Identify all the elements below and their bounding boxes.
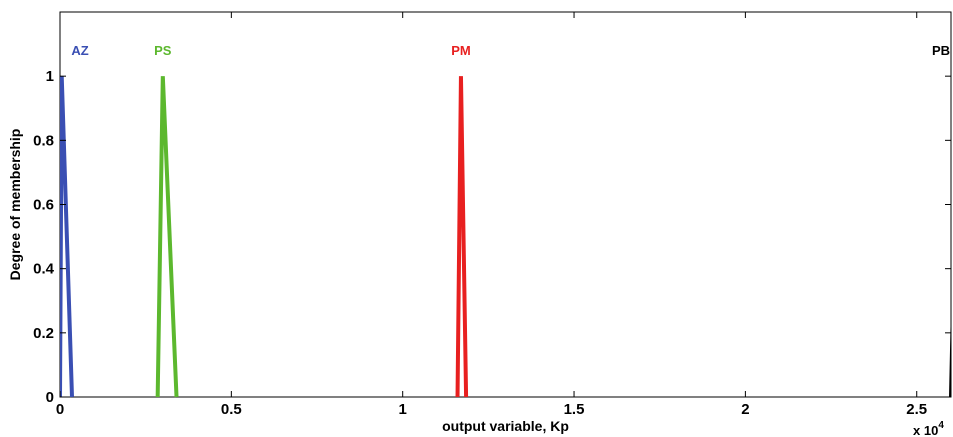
x-tick-label: 0 [56,401,64,418]
y-tick-label: 1 [46,68,54,85]
y-tick-label: 0 [46,389,54,406]
series-line-ps [155,76,179,398]
x-tick-label: 2 [741,401,749,418]
plot-area [59,11,952,398]
mf-label-pm: PM [451,43,471,58]
series-line-pm [455,76,469,398]
mf-label-az: AZ [71,43,88,58]
y-tick-label: 0.2 [33,325,54,342]
x-tick-label: 2.5 [906,401,927,418]
mf-label-ps: PS [154,43,172,58]
x-tick-label: 0.5 [221,401,242,418]
x-tick-label: 1 [399,401,407,418]
y-tick-label: 0.4 [33,261,55,278]
y-tick-label: 0.8 [33,132,54,149]
y-axis-label: Degree of membership [7,129,23,281]
x-axis-multiplier: x 104 [913,420,944,437]
x-tick-label: 1.5 [564,401,585,418]
x-axis-label: output variable, Kp [442,418,569,434]
mf-label-pb: PB [932,43,950,58]
y-tick-label: 0.6 [33,197,54,214]
